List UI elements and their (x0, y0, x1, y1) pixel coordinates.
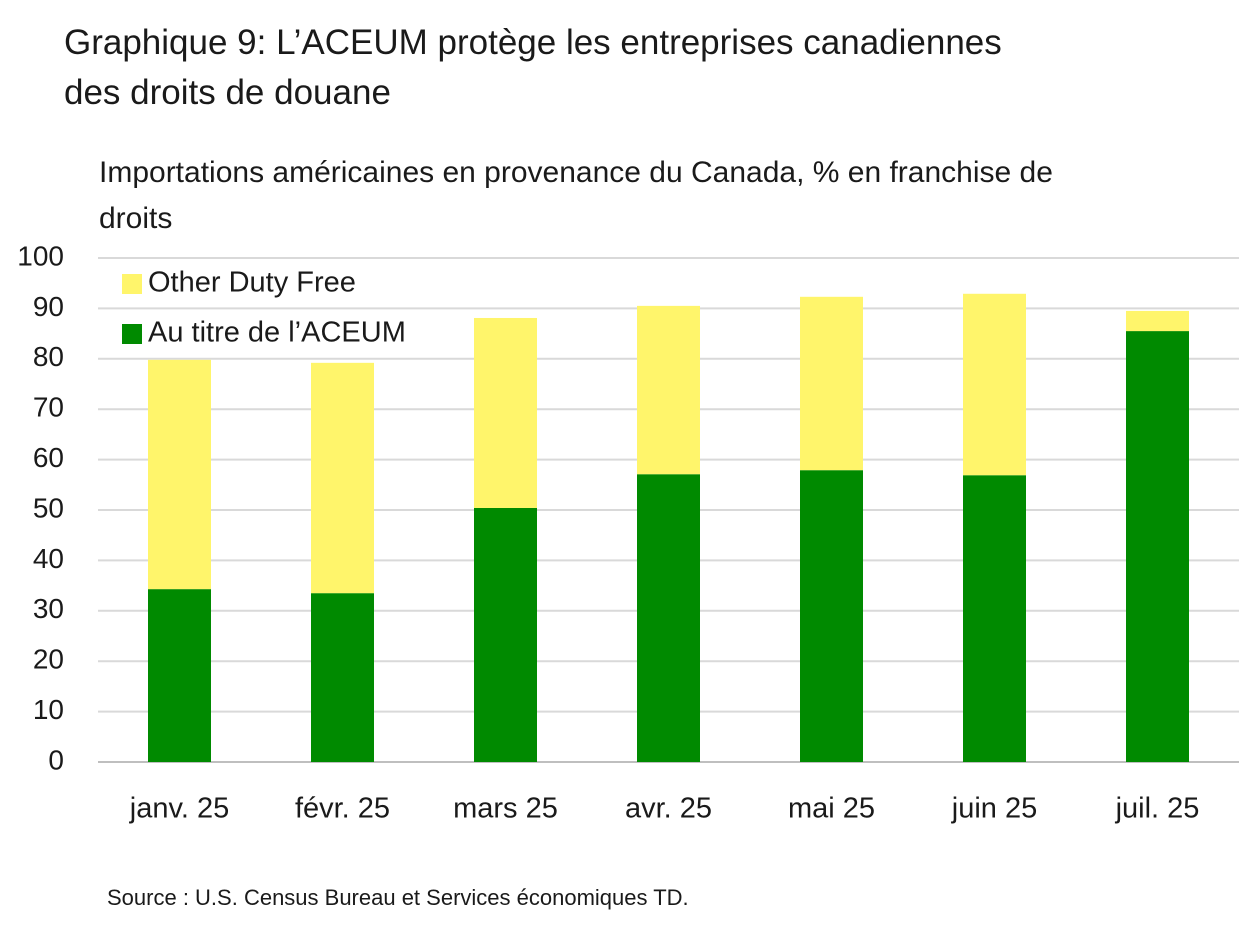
chart-title: Graphique 9: L’ACEUM protège les entrepr… (64, 23, 1002, 112)
bar-segment (474, 507, 537, 762)
x-tick-label: juin 25 (951, 793, 1037, 825)
bar-segment (637, 474, 700, 762)
bar-segment (311, 362, 374, 594)
y-tick-label: 0 (48, 744, 64, 775)
bar-segment (1126, 310, 1189, 332)
y-tick-label: 40 (33, 543, 64, 574)
legend-swatch (122, 324, 142, 344)
y-tick-label: 20 (33, 644, 64, 675)
bar-segment (311, 593, 374, 762)
bar-segment (637, 305, 700, 475)
x-tick-label: janv. 25 (129, 793, 229, 825)
x-tick-label: juil. 25 (1115, 793, 1200, 825)
x-tick-label: mars 25 (453, 793, 558, 825)
y-tick-label: 10 (33, 694, 64, 725)
x-tick-label: mai 25 (788, 793, 875, 825)
x-tick-label: févr. 25 (295, 793, 390, 825)
bar-segment (474, 317, 537, 508)
bar-segment (148, 359, 211, 590)
y-tick-label: 30 (33, 593, 64, 624)
y-tick-label: 90 (33, 291, 64, 322)
legend-label: Au titre de l’ACEUM (148, 317, 406, 349)
bar-segment (800, 470, 863, 762)
bar-segment (963, 475, 1026, 762)
bar-segment (1126, 331, 1189, 762)
y-tick-label: 60 (33, 442, 64, 473)
bar-segment (800, 296, 863, 471)
y-tick-label: 70 (33, 392, 64, 423)
y-tick-label: 100 (17, 240, 64, 271)
chart-subtitle: Importations américaines en provenance d… (99, 156, 1053, 235)
bar-segment (148, 589, 211, 762)
bar-segment (963, 293, 1026, 476)
x-tick-label: avr. 25 (625, 793, 712, 825)
legend-label: Other Duty Free (148, 267, 356, 299)
legend-swatch (122, 274, 142, 294)
y-tick-label: 50 (33, 492, 64, 523)
y-tick-label: 80 (33, 341, 64, 372)
source-note: Source : U.S. Census Bureau et Services … (107, 885, 689, 910)
